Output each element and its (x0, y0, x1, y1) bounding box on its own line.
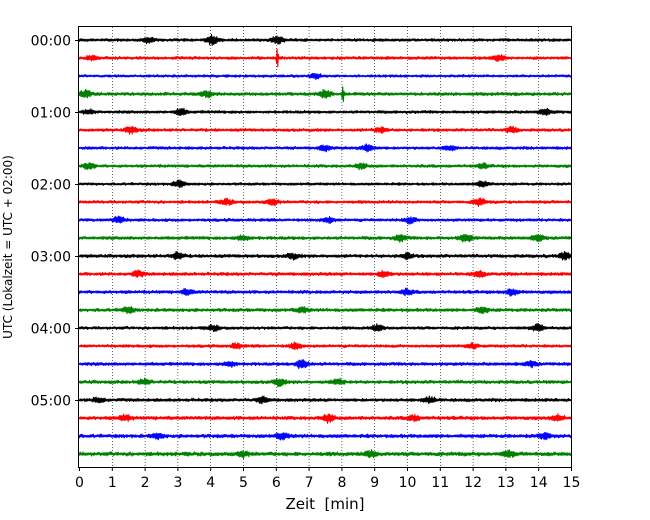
y-tick-label: 02:00 (31, 178, 71, 194)
x-tick-label: 5 (239, 475, 248, 491)
x-tick-label: 7 (305, 475, 314, 491)
x-tick-label: 0 (75, 475, 84, 491)
y-axis: 00:00 01:00 02:00 03:00 04:00 05:00 (31, 34, 79, 410)
trace-01:45 (78, 162, 572, 171)
x-tick-label: 15 (563, 475, 581, 491)
trace-00:45 (78, 86, 572, 103)
x-tick-label: 6 (272, 475, 281, 491)
trace-01:15 (78, 125, 572, 135)
trace-04:00 (78, 323, 572, 333)
x-tick-label: 12 (464, 475, 482, 491)
trace-05:00 (78, 395, 572, 405)
x-tick-label: 11 (431, 475, 449, 491)
trace-04:15 (78, 341, 572, 351)
x-tick-label: 8 (337, 475, 346, 491)
minute-grid (112, 27, 540, 467)
trace-02:00 (78, 179, 572, 189)
trace-03:15 (78, 269, 572, 279)
y-tick-label: 00:00 (31, 34, 71, 50)
trace-02:30 (78, 215, 572, 225)
trace-02:15 (78, 197, 572, 207)
y-tick-label: 05:00 (31, 394, 71, 410)
y-tick-label: 03:00 (31, 250, 71, 266)
trace-04:30 (78, 359, 572, 370)
x-tick-label: 13 (497, 475, 515, 491)
trace-04:45 (78, 377, 572, 388)
x-tick-label: 9 (370, 475, 379, 491)
x-tick-label: 3 (173, 475, 182, 491)
trace-00:15 (78, 48, 572, 68)
y-axis-label: UTC (Lokalzeit = UTC + 02:00) (1, 155, 15, 339)
x-tick-label: 1 (108, 475, 117, 491)
y-tick-label: 04:00 (31, 322, 71, 338)
x-tick-label: 4 (206, 475, 215, 491)
trace-05:30 (78, 431, 572, 441)
trace-03:30 (78, 287, 572, 297)
x-tick-label: 2 (141, 475, 150, 491)
x-axis: 0 1 2 3 4 5 6 7 8 9 10 11 12 13 14 15 (75, 467, 580, 491)
x-tick-label: 14 (530, 475, 548, 491)
trace-05:15 (78, 413, 572, 424)
trace-00:00 (78, 34, 572, 47)
x-tick-label: 10 (399, 475, 417, 491)
trace-03:45 (78, 306, 572, 315)
x-axis-label: Zeit [min] (285, 495, 364, 513)
plot-frame (78, 26, 572, 468)
trace-03:00 (78, 250, 572, 261)
y-tick-label: 01:00 (31, 106, 71, 122)
trace-00:30 (78, 72, 572, 81)
trace-group (78, 34, 572, 459)
trace-02:45 (78, 233, 572, 243)
trace-05:45 (78, 449, 572, 459)
trace-01:00 (78, 107, 572, 117)
trace-01:30 (78, 143, 572, 153)
